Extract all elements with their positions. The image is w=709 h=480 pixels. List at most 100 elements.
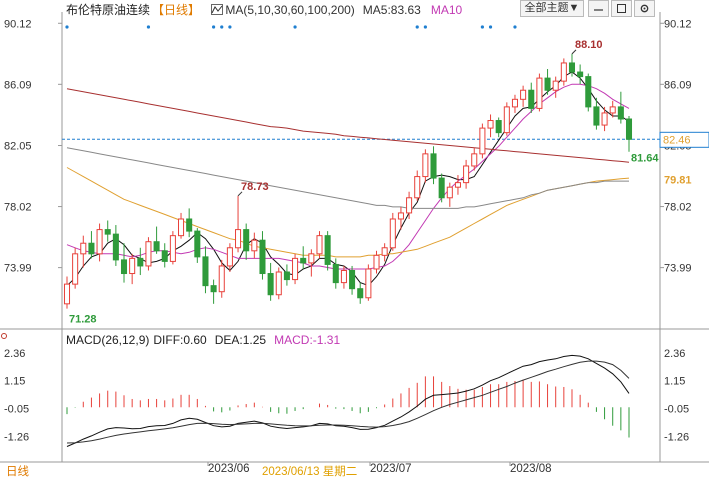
candle-body: [389, 218, 396, 249]
period-label[interactable]: 【日线】: [152, 3, 201, 17]
macd-tick-label-right: -1.26: [664, 431, 689, 443]
diff-value: DIFF:0.60: [153, 333, 207, 347]
candle-body: [332, 263, 339, 284]
event-marker[interactable]: [65, 25, 69, 29]
candle-body: [186, 218, 193, 232]
theme-button[interactable]: 全部主题▼: [520, 0, 584, 17]
event-marker[interactable]: [212, 25, 216, 29]
candle-body: [454, 182, 461, 188]
ma-line-ma10: [66, 83, 630, 270]
macd-tick-label-left: -1.26: [4, 431, 29, 443]
candle-body: [446, 186, 453, 199]
candle-body: [80, 242, 87, 255]
event-marker[interactable]: [415, 25, 419, 29]
event-marker[interactable]: [480, 25, 484, 29]
settings-button[interactable]: [634, 0, 655, 17]
annotation-leader: [571, 49, 577, 55]
date-label-jun: 2023/06: [208, 463, 250, 475]
axis-labels: 90.1290.1286.0986.0982.0582.0578.0278.02…: [1, 18, 709, 443]
current-price-box: [659, 131, 709, 148]
candle-body: [544, 77, 551, 91]
macd-params-label[interactable]: MACD(26,12,9): [66, 333, 150, 347]
event-marker[interactable]: [488, 25, 493, 29]
candle-body: [178, 218, 185, 237]
candle-body: [316, 235, 323, 255]
candle-body: [397, 212, 404, 220]
candle-body: [520, 89, 527, 100]
candle-body: [438, 177, 445, 199]
ma-line-ma30: [66, 167, 630, 258]
candle-body: [609, 106, 616, 114]
ma-lines: [66, 71, 630, 287]
candle-body: [88, 242, 95, 255]
date-label-aug: 2023/08: [510, 463, 552, 475]
footer-period-label[interactable]: 日线: [6, 466, 29, 478]
event-marker[interactable]: [513, 25, 517, 29]
candle-body: [479, 127, 486, 155]
candle-body: [406, 197, 413, 214]
macd-value: MACD:-1.31: [274, 333, 341, 347]
candle-body: [585, 76, 592, 108]
candle-body: [129, 257, 136, 275]
candle-body: [463, 165, 470, 184]
annotation-low: 71.28: [69, 314, 97, 326]
candle-body: [430, 153, 437, 179]
ma-params-label[interactable]: MA(5,10,30,60,100,200): [225, 3, 355, 17]
candle-body: [471, 153, 478, 167]
candle-body: [153, 241, 160, 252]
candle-body: [495, 120, 502, 134]
candle-body: [210, 285, 217, 293]
candle-body: [487, 120, 494, 129]
event-marker[interactable]: [293, 25, 297, 29]
candle-body: [414, 176, 421, 199]
candle-body: [373, 254, 380, 270]
annotation-leader: [237, 191, 243, 197]
y-tick-label-left: 90.12: [4, 18, 32, 30]
candle-body: [120, 259, 128, 275]
candle-body: [340, 269, 347, 284]
macd-tick-label-right: 1.15: [664, 376, 685, 388]
candle-body: [528, 89, 535, 109]
candle-body: [112, 233, 119, 261]
event-marker[interactable]: [228, 25, 232, 29]
candle-body: [96, 229, 103, 255]
candle-body: [72, 253, 79, 285]
candle-body: [577, 71, 584, 78]
annotation-high: 88.10: [575, 39, 603, 51]
ma5-value: MA5:83.63: [362, 3, 421, 17]
candle-body: [283, 271, 290, 281]
candle-body: [365, 268, 372, 299]
candle-body: [104, 229, 111, 235]
candle-body: [300, 257, 307, 264]
candle-body: [601, 112, 608, 126]
candle-body: [243, 229, 250, 252]
candle-body: [292, 257, 299, 281]
event-marker[interactable]: [423, 25, 427, 29]
panel-resize-icon[interactable]: [1, 333, 7, 339]
candle-body: [422, 153, 429, 178]
ma-settings-icon[interactable]: [211, 4, 224, 15]
macd-lines: [66, 354, 630, 447]
candle-body: [137, 257, 144, 267]
y-tick-label-right: 90.12: [664, 18, 692, 30]
y-tick-label-right: 78.02: [664, 202, 692, 214]
y-tick-label-left: 78.02: [4, 202, 32, 214]
y-tick-label-right: 86.09: [664, 79, 692, 91]
macd-bars: [66, 376, 630, 438]
y-tick-label-left: 86.09: [4, 79, 32, 91]
candle-body: [357, 288, 364, 299]
macd-tick-label-left: 1.15: [4, 376, 25, 388]
dea-value: DEA:1.25: [214, 333, 267, 347]
event-marker[interactable]: [220, 25, 224, 29]
minimize-button[interactable]: [588, 0, 609, 17]
restore-button[interactable]: [611, 0, 632, 17]
annotation-last-low: 81.64: [631, 153, 659, 165]
grid: [0, 12, 709, 466]
cursor-date-label: 2023/06/13 星期二: [262, 466, 358, 478]
annotation-MA-level: 79.81: [664, 174, 692, 186]
minimize-icon: [594, 9, 603, 11]
instrument-title: 布伦特原油连续: [66, 3, 151, 17]
event-marker[interactable]: [146, 25, 151, 29]
candle-body: [145, 241, 152, 267]
